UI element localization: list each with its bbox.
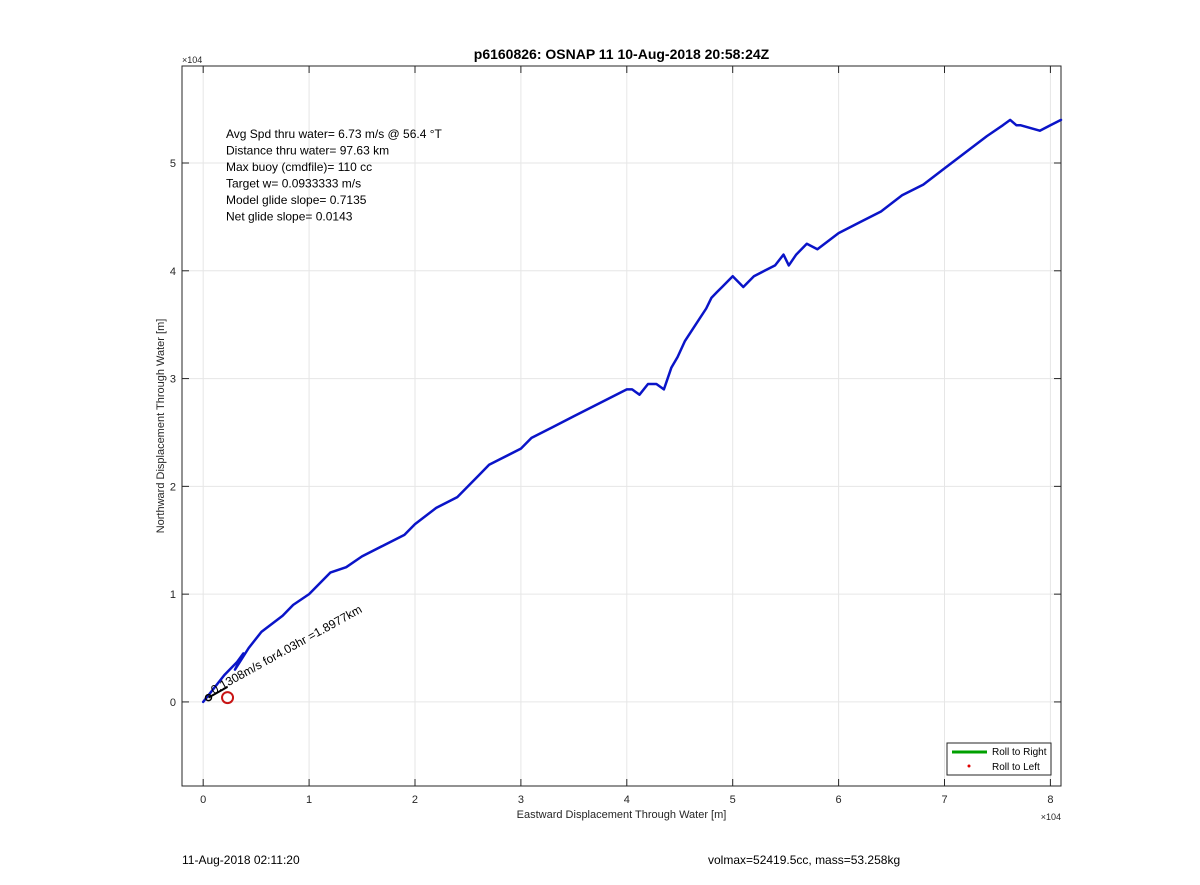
series-layer [201,118,1063,704]
annotation-line: Net glide slope= 0.0143 [226,210,353,224]
y-axis-label: Northward Displacement Through Water [m] [155,319,167,534]
x-tick-label: 3 [518,794,524,806]
annotation-line: Distance thru water= 97.63 km [226,144,389,158]
legend-box [946,742,1052,776]
y-tick-label: 5 [170,158,176,170]
text-layer: 0 1 2 3 4 5 6 7 8 0 1 2 3 4 5 ×104 ×104 p6160826: OSNAP 1… [155,46,1061,822]
marker-layer [204,685,235,705]
x-axis-exponent: ×104 [1041,812,1061,822]
annotation-line: Max buoy (cmdfile)= 110 cc [226,160,372,174]
current-vector [207,685,229,699]
current-label: 0.1308m/s for4.03hr =1.8977km [208,602,364,697]
x-tick-label: 2 [412,794,418,806]
legend-swatch-roll-left [967,764,971,768]
y-axis-exponent: ×104 [182,55,202,65]
y-tick-label: 4 [170,266,176,278]
footer-volume-mass: volmax=52419.5cc, mass=53.258kg [708,853,901,867]
chart-title: p6160826: OSNAP 11 10-Aug-2018 20:58:24Z [474,46,770,62]
x-tick-label: 5 [730,794,736,806]
legend-label-roll-left: Roll to Left [992,762,1040,773]
legend-label-roll-right: Roll to Right [992,747,1047,758]
annotation-line: Target w= 0.0933333 m/s [226,177,361,191]
y-tick-label: 0 [170,697,176,709]
start-position-marker [204,693,213,702]
x-tick-label: 0 [200,794,206,806]
x-tick-label: 8 [1047,794,1053,806]
annotation-line: Model glide slope= 0.7135 [226,193,367,207]
x-tick-label: 6 [836,794,842,806]
x-axis-label: Eastward Displacement Through Water [m] [517,809,727,821]
trajectory-line [201,118,1063,704]
y-tick-label: 1 [170,589,176,601]
end-position-marker [221,691,235,705]
axes [181,65,1062,787]
x-tick-label: 1 [306,794,312,806]
x-tick-label: 4 [624,794,630,806]
x-tick-label: 7 [941,794,947,806]
grid-lines [182,66,1061,786]
y-tick-label: 3 [170,374,176,386]
annotation-line: Avg Spd thru water= 6.73 m/s @ 56.4 °T [226,127,443,141]
legend: Roll to Right Roll to Left [946,742,1052,776]
footer-timestamp: 11-Aug-2018 02:11:20 [182,853,300,867]
plot-frame [181,65,1062,787]
y-tick-label: 2 [170,481,176,493]
